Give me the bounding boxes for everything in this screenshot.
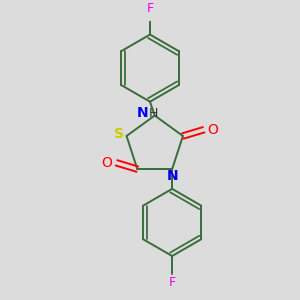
Text: N: N — [166, 169, 178, 183]
Text: N: N — [136, 106, 148, 120]
Text: O: O — [102, 156, 112, 170]
Text: F: F — [169, 276, 176, 289]
Text: F: F — [146, 2, 154, 15]
Text: O: O — [208, 123, 218, 137]
Text: H: H — [148, 106, 158, 120]
Text: S: S — [115, 127, 124, 141]
